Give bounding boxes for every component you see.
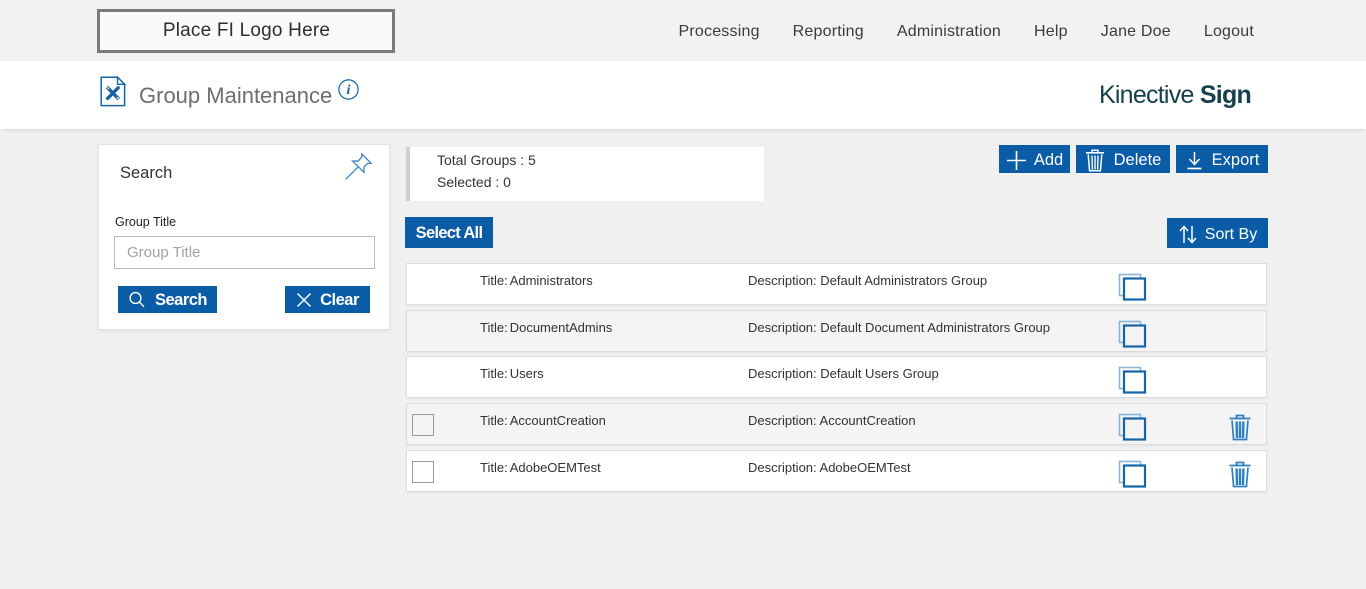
svg-text:i: i bbox=[347, 83, 351, 98]
